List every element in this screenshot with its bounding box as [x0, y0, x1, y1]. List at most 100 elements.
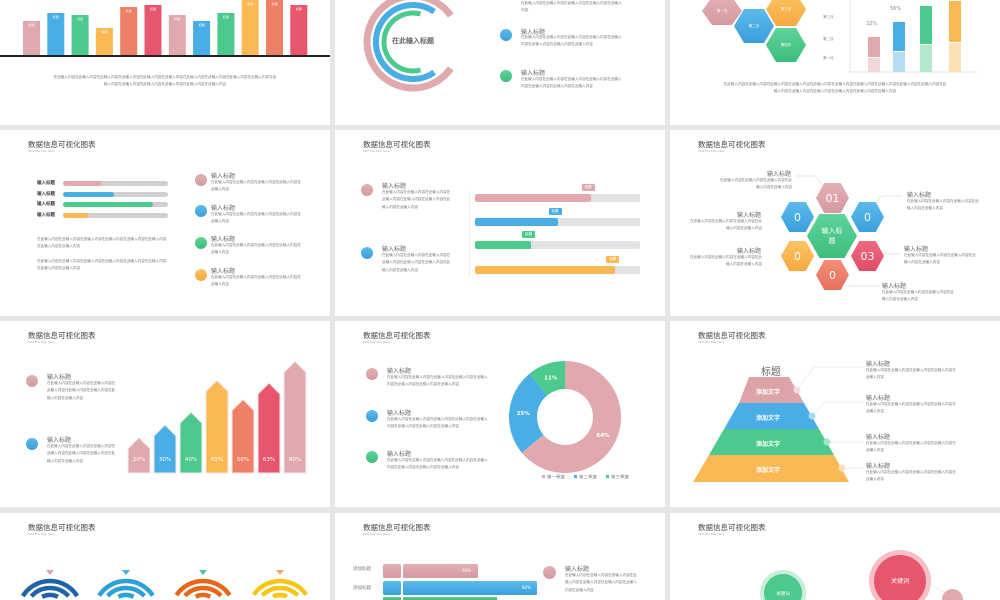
ring-chart — [363, 0, 454, 92]
triangle-marker-icon — [276, 570, 284, 575]
item-title: 输入标题 — [866, 463, 891, 470]
bar — [47, 13, 65, 55]
keyword-bubble-label[interactable]: 关键词 — [776, 590, 790, 597]
bar-lower — [920, 45, 932, 72]
progress-track — [475, 266, 640, 274]
pyramid-level-4 — [693, 455, 849, 482]
bullet-dot-pink — [366, 368, 378, 380]
bubbles: 关键词 关键词 — [760, 550, 963, 600]
progress-fill — [63, 202, 154, 208]
slide-subtitle: Text the title here — [363, 149, 390, 153]
item-title: 输入标题 — [904, 246, 929, 253]
arc-icon — [174, 578, 232, 597]
triangle-marker-icon — [199, 570, 207, 575]
legend-label: 第三季度 — [611, 474, 629, 481]
progress-fill — [475, 194, 591, 202]
progress-track — [475, 241, 640, 249]
bar-cap — [383, 581, 401, 595]
bullet-dot-pink — [195, 174, 207, 186]
arrow-bar-chart: 20% 30% 40% 65% 50% 63% 80% — [127, 360, 307, 474]
legend-label: 第二季度 — [579, 474, 597, 481]
paragraph: 在此输入内容在此输入内容在此输入内容在此输入内容在此输入内容 — [866, 368, 956, 380]
bar-label: 标题 — [174, 16, 180, 21]
item-title: 输入标题 — [47, 374, 72, 381]
bullet-dot-green — [366, 451, 378, 463]
ring-center-title: 在此输入标题 — [392, 37, 434, 45]
item-title: 输入标题 — [521, 29, 546, 36]
paragraph: 在此输入内容在此输入内容在此输入内容在此输入内容在此输入内容 — [521, 1, 622, 13]
bullet-dot-blue — [26, 438, 38, 450]
slide-subtitle: Text the title here — [363, 340, 390, 344]
item-title: 输入标题 — [211, 236, 236, 243]
slide-subtitle: Text the title here — [28, 149, 55, 153]
paragraph: 在此输入内容在此输入内容在此输入内容在此输入内容在此输入内容 — [211, 180, 301, 192]
slide-title: 数据信息可视化图表 — [28, 140, 96, 149]
item-title: 输入标题 — [211, 268, 236, 275]
arc-icon — [272, 592, 288, 599]
item-title: 输入标题 — [387, 451, 412, 458]
bar-label: 标题 — [101, 29, 107, 34]
slide-arrow-bars[interactable]: 数据信息可视化图表 Text the title here 输入标题 在此输入内… — [0, 321, 330, 507]
item-title: 输入标题 — [882, 283, 907, 290]
hex-04: 0 — [816, 260, 849, 290]
bar — [403, 597, 497, 600]
progress-track — [475, 218, 640, 226]
paragraph: 在此输入内容在此输入内容在此输入内容在此输入内容在此输入内容 — [907, 199, 979, 211]
progress-fill — [475, 218, 558, 226]
slide-horizontal-bars[interactable]: 数据信息可视化图表 Text the title here 添加标题 60% 添… — [335, 513, 665, 600]
bar-value: 80% — [522, 585, 531, 590]
arrow-bar — [153, 424, 177, 474]
arc-icon — [260, 585, 300, 598]
bar-lower — [868, 58, 880, 72]
slide-ring-chart[interactable]: 在此输入标题 在此输入内容在此输入内容在此输入内容在此输入内容在此输入内容 输入… — [335, 0, 665, 125]
item-title: 输入标题 — [521, 70, 546, 77]
paragraph: 在此输入内容在此输入内容在此输入内容在此输入内容在此输入内容在此输入内容在此输入… — [37, 259, 167, 271]
bar-value-label: 20% — [133, 457, 145, 463]
paragraph: 在此输入内容在此输入内容在此输入内容在此输入内容在此输入内容在此输入内容在此输入… — [521, 77, 622, 89]
progress-fill — [475, 241, 532, 249]
slide-hex-month-chart[interactable]: 第一月 第三月 第二月 第四月 第三月 第二月 第一月 32% 56% 在此输入… — [670, 0, 1000, 125]
slide-donut-chart[interactable]: 数据信息可视化图表 Text the title here 输入标题 在此输入内… — [335, 321, 665, 507]
slide-tagged-bars[interactable]: 数据信息可视化图表 Text the title here 输入标题 在此输入内… — [335, 130, 665, 316]
progress-track — [63, 191, 168, 197]
bar — [403, 581, 537, 595]
paragraph: 在此输入内容在此输入内容在此输入内容在此输入内容在此输入内容 — [720, 178, 792, 190]
triangle-marker-icon — [46, 570, 54, 575]
progress-track — [63, 181, 168, 186]
slide-title: 数据信息可视化图表 — [698, 140, 766, 149]
slide-hex-cluster[interactable]: 数据信息可视化图表 Text the title here 01 0 0 0 0… — [670, 130, 1000, 316]
bullet-dot-pink — [26, 375, 38, 387]
slide-bar-chart-top[interactable]: 标题 标题 标题 标题 标题 标题 标题 标题 标题 标题 标题 标题 在此输入内容在此输入内容在此输… — [0, 0, 330, 125]
paragraph: 在此输入内容在此输入内容在此输入内容在此输入内容在此输入内容 — [211, 275, 301, 287]
donut-slice — [509, 373, 548, 453]
bar — [144, 5, 162, 55]
bar — [403, 564, 478, 578]
bar-label: 标题 — [247, 1, 253, 6]
slide-progress-list[interactable]: 数据信息可视化图表 Text the title here 输入标题 输入标题 输入… — [0, 130, 330, 316]
pyramid-level-2 — [724, 403, 819, 429]
bar-lower — [949, 43, 961, 72]
bullet-dot-blue — [195, 205, 207, 217]
slide-concentric-arcs[interactable]: 数据信息可视化图表 Text the title here — [0, 513, 330, 600]
stacked-bar-chart — [849, 0, 977, 73]
row-label: 添加标题 — [353, 586, 371, 591]
keyword-bubble-label[interactable]: 关键词 — [891, 577, 909, 585]
arc-icon — [20, 578, 80, 598]
bullet-dot-blue — [366, 410, 378, 422]
legend-swatch — [574, 475, 577, 478]
arc-icon — [41, 592, 59, 599]
slide-subtitle: Text the title here — [363, 532, 390, 536]
row-label: 添加标题 — [353, 567, 371, 572]
arc-icon — [117, 592, 135, 599]
slide-keyword-bubbles[interactable]: 数据信息可视化图表 Text the title here 关键词 关键词 — [670, 513, 1000, 600]
paragraph: 在此输入内容在此输入内容在此输入内容在此输入内容在此输入内容 — [904, 253, 976, 265]
legend-swatch — [606, 475, 609, 478]
item-title: 输入标题 — [866, 434, 891, 441]
paragraph: 在此输入内容在此输入内容在此输入内容在此输入内容在此输入内容在此输入内容在此输入… — [387, 458, 488, 470]
arrow-bar — [179, 411, 203, 474]
bar — [949, 1, 961, 42]
slide-pyramid[interactable]: 数据信息可视化图表 Text the title here 标题 添加文字 添加… — [670, 321, 1000, 507]
bar-value: 60% — [462, 568, 471, 573]
arrow-bar — [127, 436, 151, 474]
